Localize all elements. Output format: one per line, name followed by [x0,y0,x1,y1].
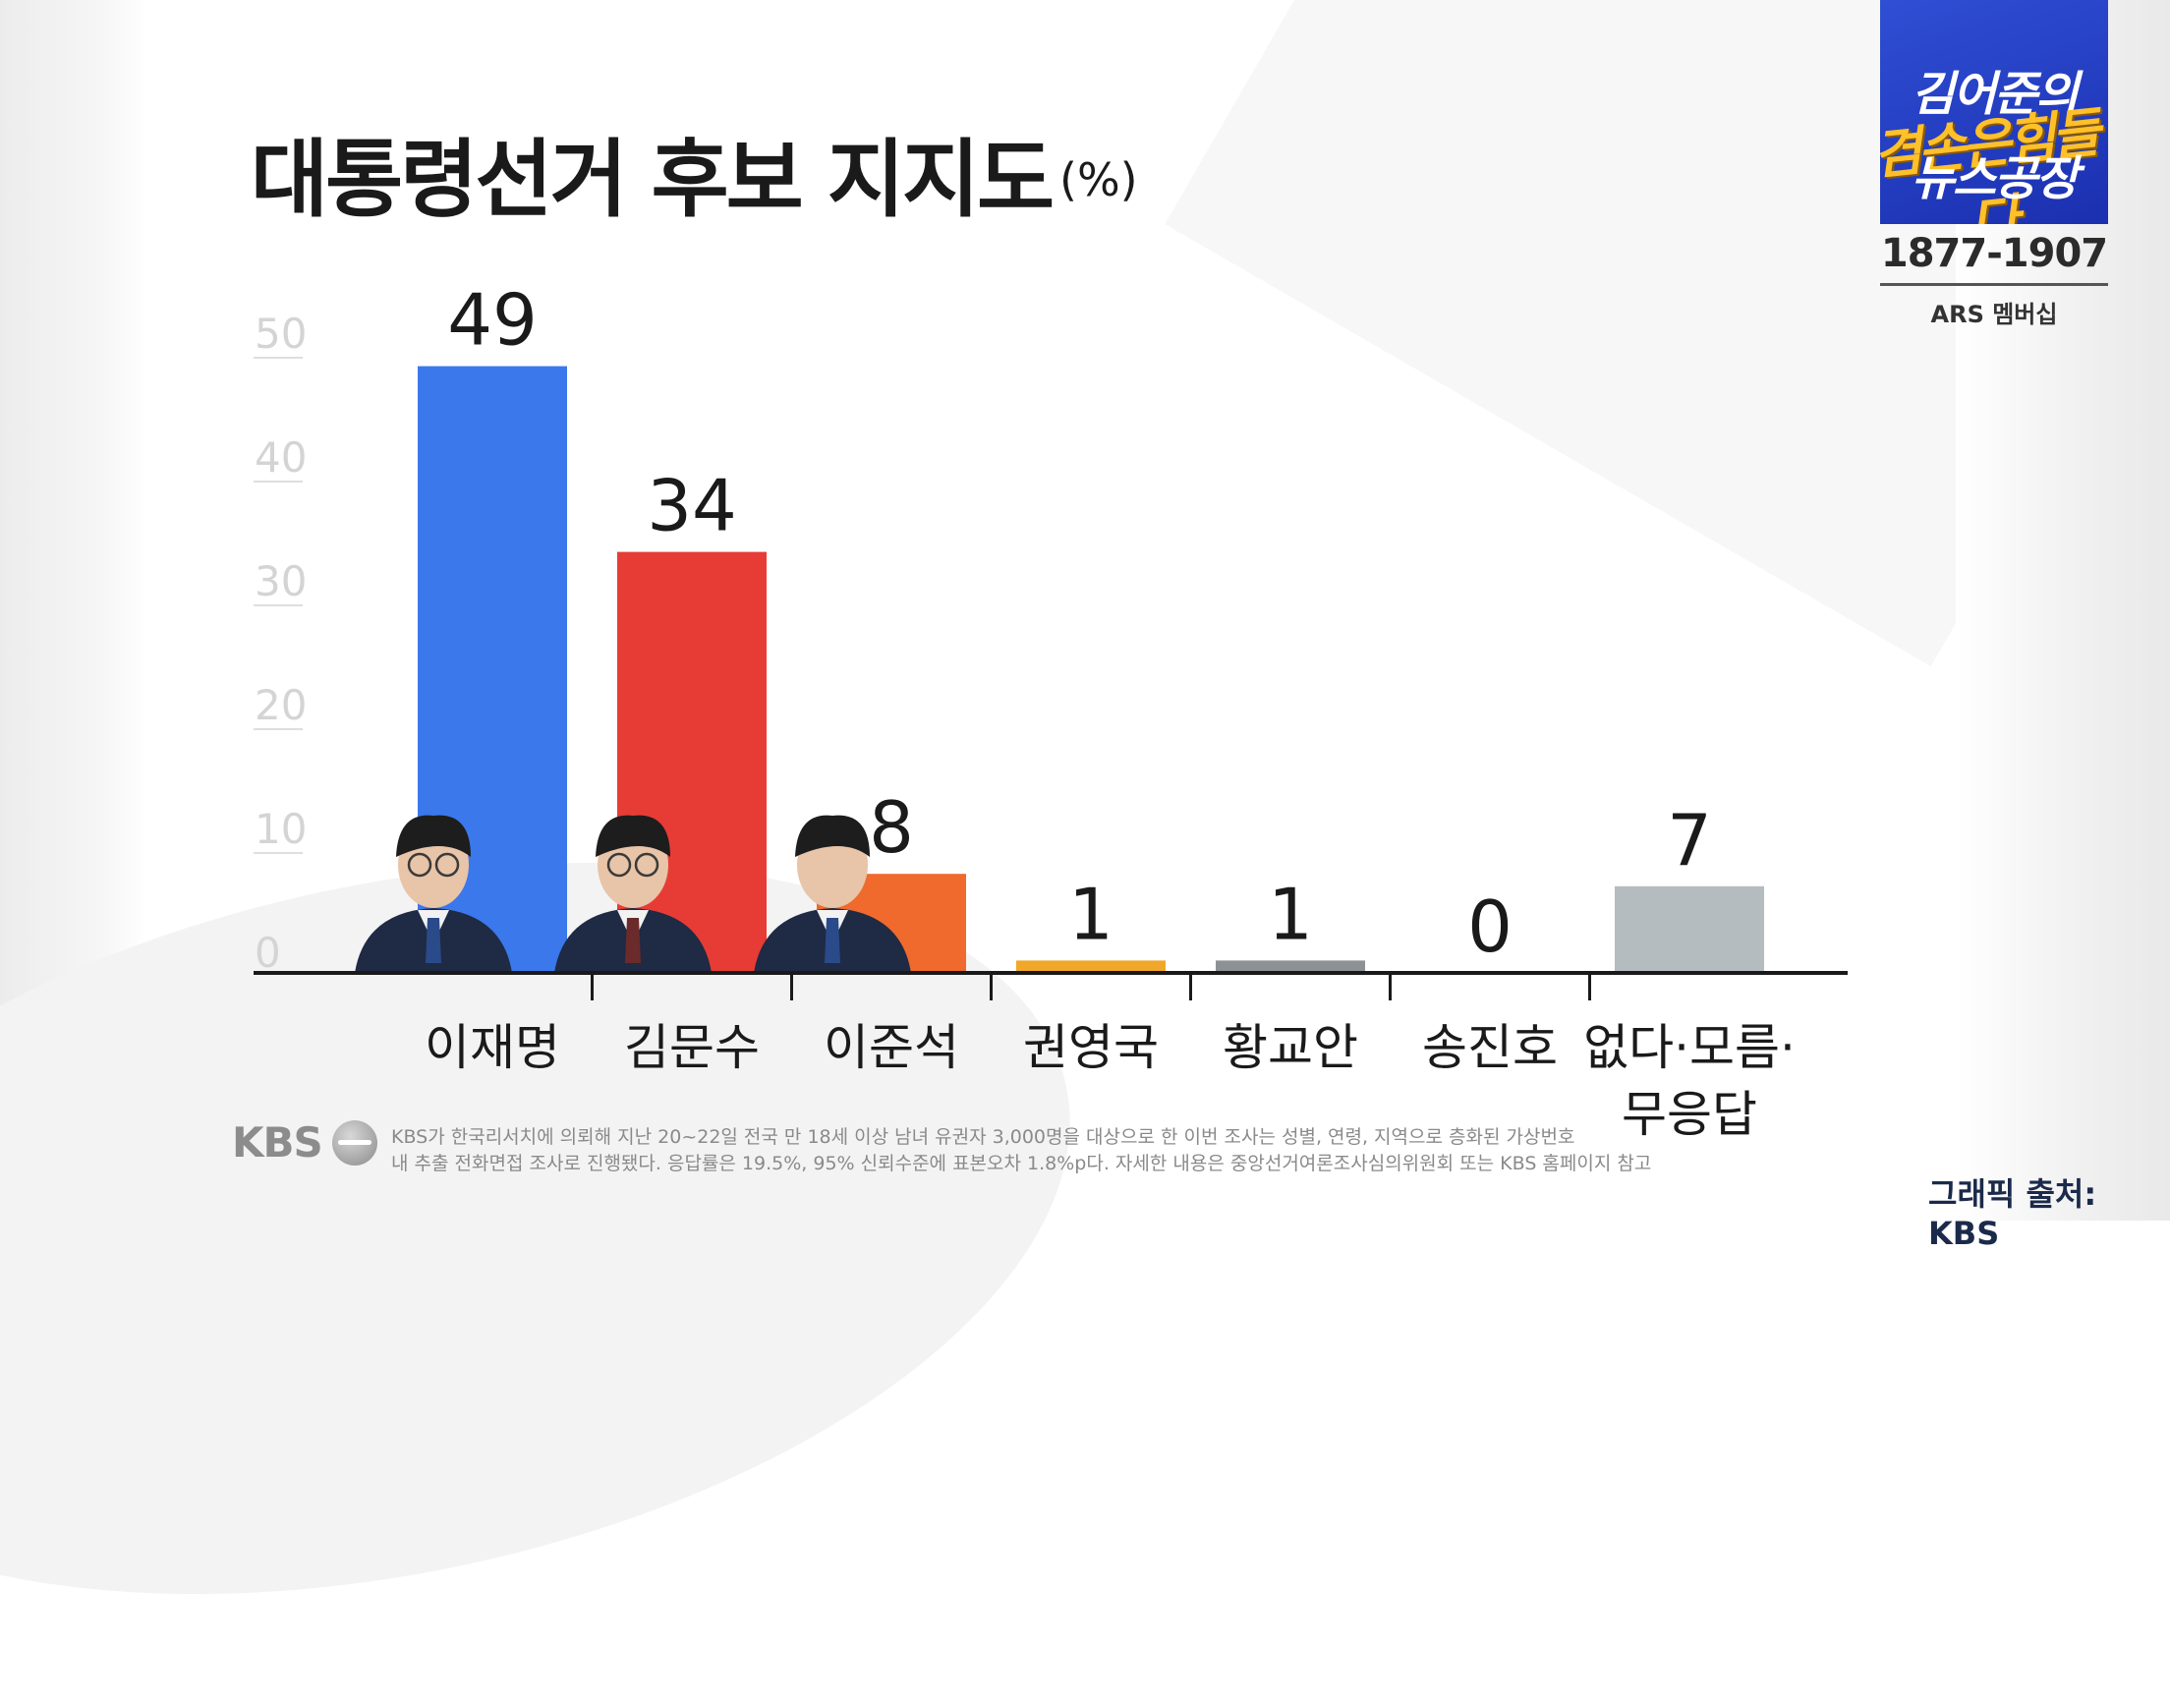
category-label: 송진호 [1422,1019,1558,1076]
ars-membership-label: ARS 멤버십 [1930,301,2058,328]
survey-note-line2: 내 추출 전화면접 조사로 진행됐다. 응답률은 19.5%, 95% 신뢰수준… [391,1153,1652,1174]
candidate-photo [754,815,911,973]
value-label: 1 [1068,873,1114,955]
show-logo: 김어준의 겸손은힘들다 뉴스공장 [1880,0,2108,224]
category-label: 무응답 [1622,1086,1757,1143]
category-label: 없다·모름· [1583,1019,1796,1076]
category-label: 이재명 [425,1019,560,1076]
y-tick-label: 50 [255,310,307,358]
category-label: 권영국 [1023,1019,1159,1076]
chart-title: 대통령선거 후보 지지도 [251,131,1055,229]
value-label: 49 [447,279,538,362]
y-tick-label: 40 [255,433,307,482]
value-label: 0 [1467,885,1513,968]
candidate-photo [554,815,712,973]
kbs-logo-icon [332,1120,377,1166]
value-label: 8 [869,786,914,869]
chart-unit: (%) [1059,153,1138,206]
y-tick-label: 10 [255,805,307,853]
show-logo-line1: 김어준의 [1911,67,2080,122]
survey-note-line1: KBS가 한국리서치에 의뢰해 지난 20~22일 전국 만 18세 이상 남녀… [391,1126,1575,1148]
value-label: 34 [647,465,737,547]
bar [1016,960,1166,973]
y-tick-label: 20 [255,681,307,729]
kbs-logo: KBS [232,1118,323,1167]
category-label: 김문수 [624,1019,760,1076]
show-logo-line3: 뉴스공장 [1911,151,2080,206]
category-label: 황교안 [1223,1019,1358,1076]
bar [1216,960,1365,973]
category-label: 이준석 [824,1019,959,1076]
phone-number: 1877-1907 [1880,231,2108,276]
value-label: 7 [1667,799,1712,882]
phone-divider [1880,283,2108,286]
candidate-photo [355,815,512,973]
bar [1615,885,1764,973]
y-tick-label: 30 [255,557,307,605]
graphic-source: 그래픽 출처: KBS [1928,1175,2097,1252]
value-label: 1 [1268,873,1313,955]
y-tick-label: 0 [255,929,281,977]
